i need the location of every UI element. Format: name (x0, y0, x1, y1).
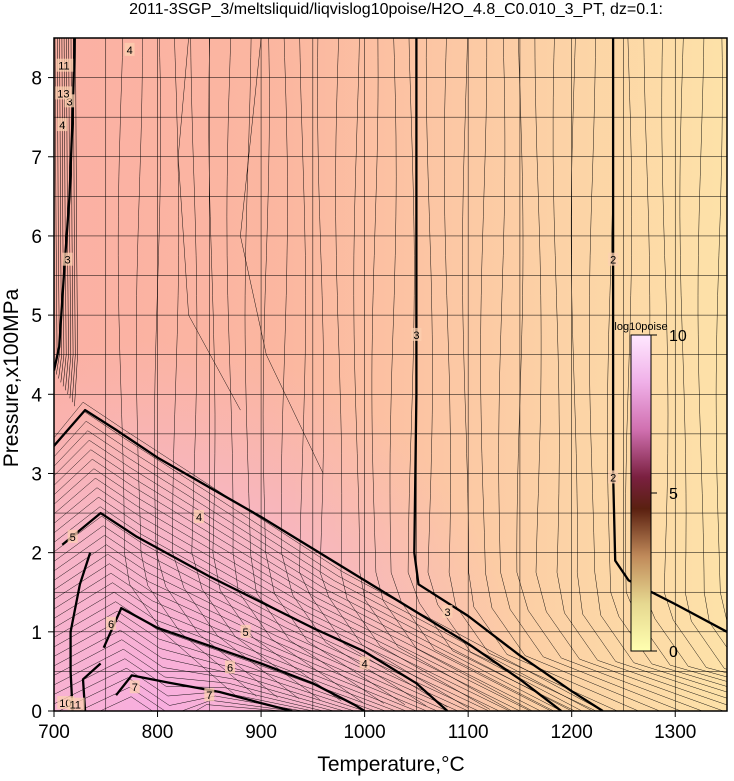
contour-label: 6 (106, 617, 116, 631)
contour-label-text: 3 (444, 607, 450, 619)
contour-label-text: 3 (64, 255, 70, 267)
contour-label: 7 (204, 688, 214, 702)
contour-label: 5 (68, 530, 78, 544)
x-tick-label: 1300 (654, 722, 696, 743)
contour-label: 7 (130, 680, 140, 694)
y-axis-ticks: 0 1 2 3 4 5 6 7 8 (31, 69, 54, 723)
contour-label-text: 6 (108, 619, 114, 631)
contour-label: 4 (194, 510, 204, 524)
y-tick-label: 5 (31, 306, 42, 327)
contour-label-text: 5 (70, 532, 76, 544)
x-tick-label: 1100 (448, 722, 489, 743)
contour-label-text: 11 (70, 700, 81, 712)
contour-label: 13 (55, 86, 72, 100)
y-tick-label: 3 (31, 464, 42, 485)
contour-label: 4 (125, 43, 135, 57)
contour-label: 3 (411, 328, 421, 342)
contour-label: 5 (241, 625, 251, 639)
contour-label-text: 4 (59, 120, 65, 132)
contour-label: 2 (608, 253, 618, 267)
contour-label-text: 7 (132, 682, 138, 694)
contour-label-text: 2 (610, 472, 616, 484)
contour-label-text: 2 (610, 255, 616, 267)
y-tick-label: 8 (31, 69, 42, 90)
contour-label-text: 3 (413, 330, 419, 342)
y-axis-title: Pressure,x100MPa (0, 288, 23, 467)
y-tick-label: 6 (31, 227, 42, 248)
colorbar-tick-label: 5 (669, 486, 678, 503)
x-tick-label: 800 (142, 722, 174, 743)
contour-label: 2 (608, 470, 618, 484)
x-tick-label: 1000 (343, 722, 385, 743)
contour-label-text: 6 (227, 662, 233, 674)
contour-label: 3 (442, 605, 452, 619)
contour-label: 4 (57, 118, 67, 132)
contour-label-text: 7 (206, 690, 212, 702)
contour-label: 3 (62, 253, 72, 267)
y-tick-label: 4 (31, 385, 42, 406)
colorbar-title: log10poise (614, 321, 667, 333)
contour-label: 4 (360, 656, 370, 670)
contour-label-text: 4 (196, 512, 202, 524)
contour-label: 11 (68, 698, 85, 712)
contour-label-text: 4 (362, 658, 368, 670)
colorbar-tick-label: 10 (669, 328, 687, 345)
contour-label-text: 13 (57, 88, 69, 100)
x-tick-label: 1200 (551, 722, 593, 743)
x-axis-title: Temperature,°C (317, 753, 464, 776)
chart-title: 2011-3SGP_3/meltsliquid/liqvislog10poise… (129, 1, 663, 18)
contour-label-text: 11 (58, 61, 69, 73)
x-tick-label: 700 (38, 722, 70, 743)
x-axis-ticks: 700 800 900 1000 1100 1200 1300 (38, 711, 696, 743)
x-tick-label: 900 (245, 722, 277, 743)
colorbar-gradient (631, 335, 651, 651)
contour-label: 11 (56, 59, 73, 73)
contour-label-text: 5 (243, 627, 249, 639)
colorbar-tick-label: 0 (669, 644, 678, 661)
y-tick-label: 0 (31, 702, 42, 723)
contour-label-text: 4 (127, 45, 133, 57)
y-tick-label: 2 (31, 544, 42, 565)
y-tick-label: 1 (31, 623, 42, 644)
contour-label: 6 (225, 660, 235, 674)
y-tick-label: 7 (31, 148, 42, 169)
